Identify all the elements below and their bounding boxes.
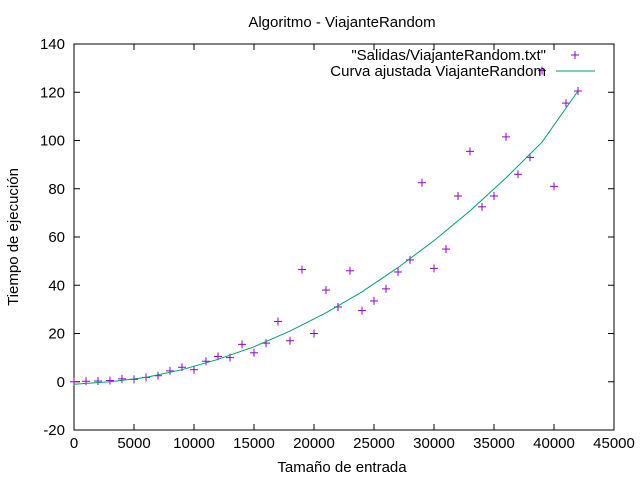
data-point bbox=[454, 191, 462, 200]
x-tick-label: 5000 bbox=[117, 435, 150, 452]
data-point bbox=[490, 191, 498, 200]
legend-label: Curva ajustada ViajanteRandom bbox=[330, 63, 546, 80]
data-point bbox=[286, 336, 294, 345]
y-tick-label: -20 bbox=[43, 422, 65, 439]
y-tick-label: 120 bbox=[40, 84, 65, 101]
data-point bbox=[442, 245, 450, 254]
data-point bbox=[382, 284, 390, 293]
data-point bbox=[406, 255, 414, 264]
data-point bbox=[346, 266, 354, 275]
x-axis-label: Tamaño de entrada bbox=[277, 459, 407, 476]
data-point bbox=[394, 267, 402, 276]
y-tick-label: 80 bbox=[48, 181, 65, 198]
legend: "Salidas/ViajanteRandom.txt"Curva ajusta… bbox=[330, 47, 595, 80]
data-point bbox=[298, 265, 306, 274]
x-tick-label: 10000 bbox=[173, 435, 215, 452]
plot-area: 0 5000 10000 15000 20000 25000 30000 35000 40000… bbox=[40, 36, 635, 452]
data-point bbox=[118, 374, 126, 383]
data-point bbox=[478, 202, 486, 211]
data-point bbox=[250, 348, 258, 357]
data-point bbox=[358, 306, 366, 315]
data-point bbox=[238, 340, 246, 349]
data-point bbox=[94, 377, 102, 386]
data-point bbox=[190, 365, 198, 374]
data-point bbox=[310, 329, 318, 338]
data-point bbox=[466, 147, 474, 156]
data-point bbox=[370, 296, 378, 305]
chart-title: Algoritmo - ViajanteRandom bbox=[248, 14, 435, 31]
x-tick-label: 0 bbox=[70, 435, 78, 452]
data-point bbox=[274, 317, 282, 326]
y-tick-label: 0 bbox=[57, 374, 65, 391]
data-point bbox=[538, 66, 546, 75]
data-point bbox=[514, 170, 522, 179]
y-axis-label: Tiempo de ejecución bbox=[5, 168, 22, 306]
legend-label: "Salidas/ViajanteRandom.txt" bbox=[351, 47, 546, 64]
y-tick-label: 60 bbox=[48, 229, 65, 246]
data-point bbox=[106, 376, 114, 385]
y-tick-label: 140 bbox=[40, 36, 65, 53]
x-tick-label: 30000 bbox=[413, 435, 455, 452]
x-tick-label: 20000 bbox=[293, 435, 335, 452]
data-point bbox=[82, 377, 90, 386]
x-tick-label: 40000 bbox=[533, 435, 575, 452]
y-tick-label: 20 bbox=[48, 326, 65, 343]
data-point bbox=[166, 366, 174, 375]
x-tick-label: 45000 bbox=[593, 435, 635, 452]
fit-curve-line bbox=[73, 90, 579, 385]
data-point bbox=[322, 286, 330, 295]
x-tick-label: 35000 bbox=[473, 435, 515, 452]
data-point bbox=[70, 377, 78, 386]
plot-border bbox=[73, 43, 615, 431]
x-tick-label: 15000 bbox=[233, 435, 275, 452]
x-tick-label: 25000 bbox=[353, 435, 395, 452]
y-tick-label: 100 bbox=[40, 133, 65, 150]
data-point bbox=[550, 182, 558, 191]
data-point bbox=[418, 178, 426, 187]
legend-point-swatch bbox=[571, 51, 579, 59]
data-point bbox=[502, 132, 510, 141]
y-tick-label: 40 bbox=[48, 277, 65, 294]
data-point bbox=[562, 99, 570, 108]
data-point bbox=[430, 264, 438, 273]
data-point bbox=[202, 357, 210, 366]
